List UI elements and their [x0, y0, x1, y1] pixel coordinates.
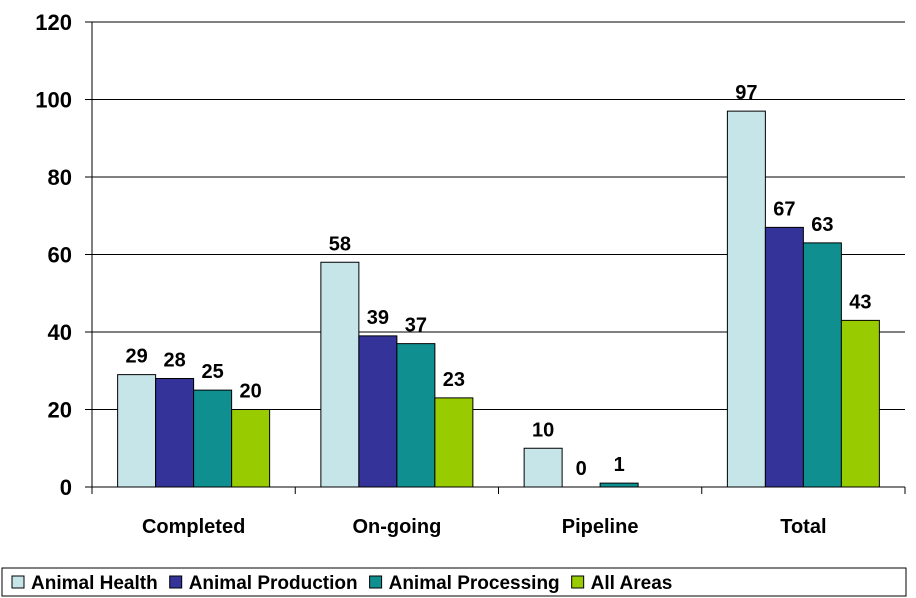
bar [764, 226, 804, 488]
legend-swatch [369, 575, 383, 589]
y-tick-label: 120 [35, 10, 72, 35]
data-label: 67 [773, 198, 795, 220]
bar [726, 110, 766, 488]
y-tick-label: 60 [48, 243, 72, 268]
y-tick-label: 100 [35, 88, 72, 113]
legend [1, 567, 907, 597]
bar [396, 343, 436, 488]
legend-label: Animal Production [189, 573, 358, 594]
bar [840, 319, 880, 488]
x-tick-label: Completed [142, 516, 245, 538]
bar [358, 335, 398, 488]
x-tick-label: Total [780, 516, 826, 538]
data-label: 20 [240, 381, 262, 403]
x-tick-label: Pipeline [562, 516, 639, 538]
data-label: 1 [614, 454, 625, 476]
bar [802, 242, 842, 488]
legend-label: Animal Health [31, 573, 158, 594]
legend-swatch [11, 575, 25, 589]
data-label: 28 [164, 350, 186, 372]
data-label: 58 [329, 233, 351, 255]
y-tick-label: 20 [48, 398, 72, 423]
data-label: 23 [443, 369, 465, 391]
data-label: 97 [735, 82, 757, 104]
data-label: 0 [576, 458, 587, 480]
data-label: 25 [202, 361, 224, 383]
x-tick-label: On-going [352, 516, 441, 538]
legend-label: All Areas [591, 573, 673, 594]
bar [193, 389, 233, 488]
data-label: 10 [532, 419, 554, 441]
data-label: 39 [367, 307, 389, 329]
y-tick-label: 0 [60, 475, 72, 500]
bar [434, 397, 474, 488]
bar [117, 374, 157, 488]
bar [155, 378, 195, 488]
bar [599, 482, 639, 488]
data-label: 37 [405, 315, 427, 337]
legend-swatch [169, 575, 183, 589]
bar [523, 447, 563, 488]
bar [320, 261, 360, 488]
y-tick-label: 80 [48, 165, 72, 190]
data-label: 29 [126, 346, 148, 368]
data-label: 43 [849, 291, 871, 313]
bar [231, 409, 271, 488]
data-label: 63 [811, 214, 833, 236]
legend-label: Animal Processing [389, 573, 560, 594]
y-tick-label: 40 [48, 320, 72, 345]
legend-swatch [571, 575, 585, 589]
